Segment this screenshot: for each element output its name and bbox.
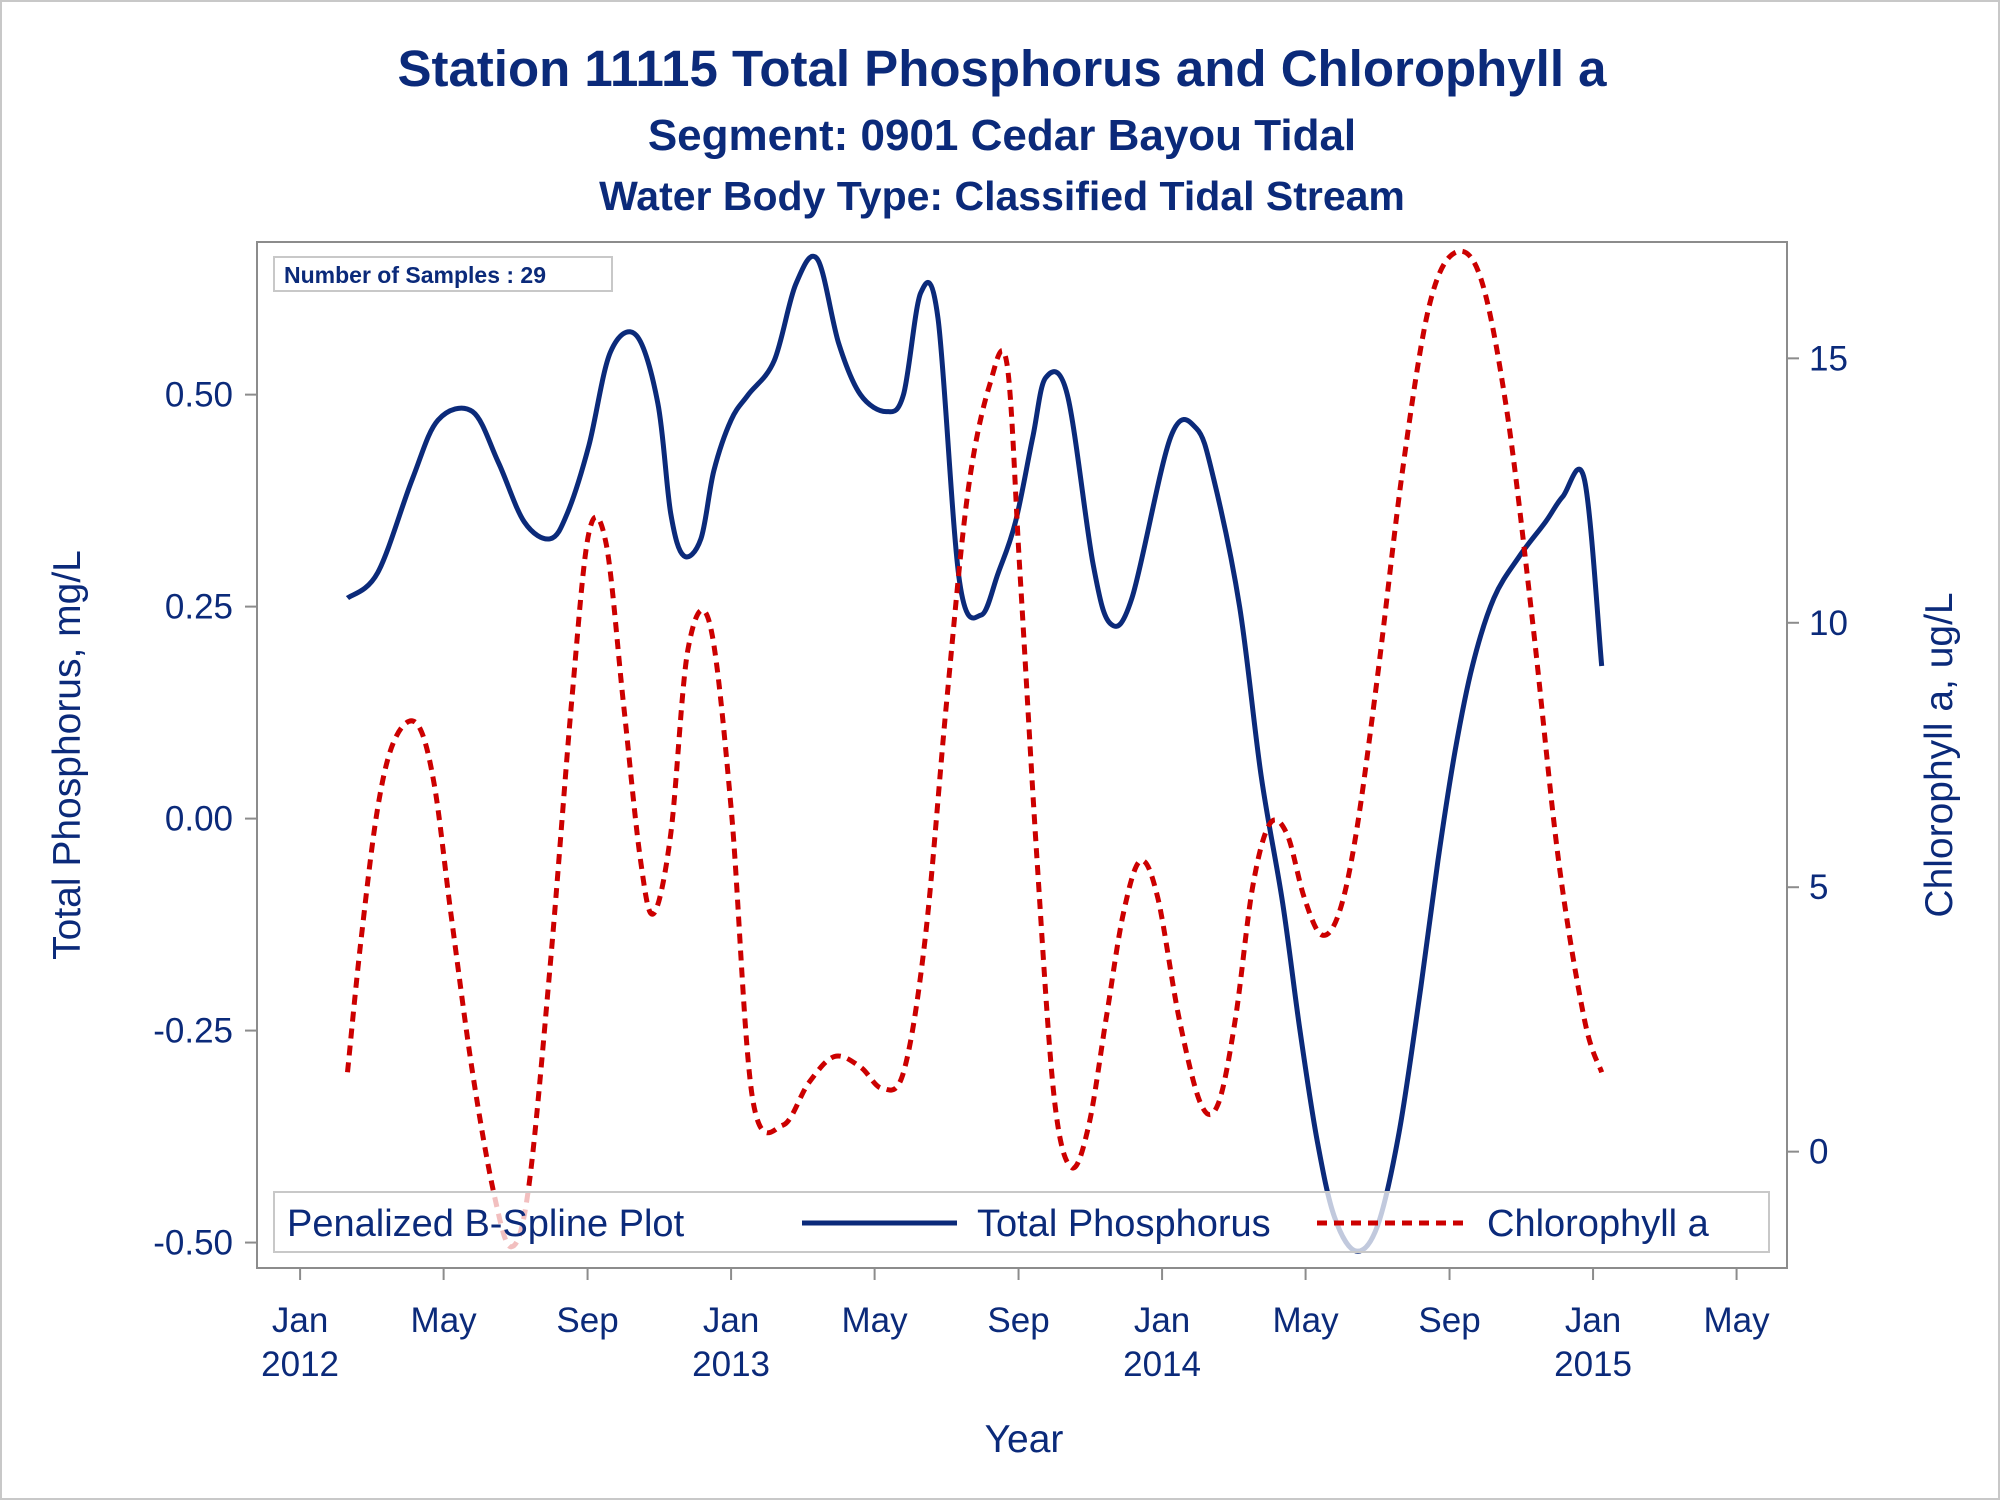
y-axis-right-label: Chlorophyll a, ug/L xyxy=(1918,592,1961,917)
y-axis-left-label: Total Phosphorus, mg/L xyxy=(46,550,89,960)
y-right-tick-label: 5 xyxy=(1809,868,1828,907)
axes: Jan 2012 May Sep Jan 2013 May Sep Jan 2014 May Sep J… xyxy=(153,339,1848,1384)
y-left-tick-label: 0.25 xyxy=(165,588,233,627)
chart-subtitle-2: Water Body Type: Classified Tidal Stream xyxy=(599,173,1405,219)
x-tick-label: May xyxy=(1273,1301,1340,1340)
plot-area xyxy=(256,241,1788,1269)
x-tick-label: Jan xyxy=(1565,1301,1621,1340)
x-tick-label: May xyxy=(842,1301,909,1340)
x-tick-label: May xyxy=(411,1301,478,1340)
legend: Penalized B-Spline Plot Total Phosphorus… xyxy=(273,1191,1770,1253)
x-tick-label: Jan xyxy=(1134,1301,1190,1340)
x-tick-label: Jan xyxy=(272,1301,328,1340)
series-line-chlorophyll-a xyxy=(345,248,1605,1250)
y-left-tick-label: 0.00 xyxy=(165,800,233,839)
y-left-tick-label: -0.25 xyxy=(153,1012,233,1051)
x-tick-year-label: 2012 xyxy=(261,1345,339,1384)
x-tick-label: Sep xyxy=(1418,1301,1480,1340)
x-tick-year-label: 2015 xyxy=(1554,1345,1632,1384)
chart-subtitle: Segment: 0901 Cedar Bayou Tidal xyxy=(648,111,1356,160)
y-right-tick-label: 10 xyxy=(1809,604,1848,643)
legend-title: Penalized B-Spline Plot xyxy=(287,1203,685,1245)
samples-inset-box xyxy=(273,256,613,292)
x-tick-label: May xyxy=(1704,1301,1771,1340)
series-layer xyxy=(345,248,1605,1254)
series-line-total-phosphorus xyxy=(345,253,1605,1254)
legend-label-total-phosphorus: Total Phosphorus xyxy=(977,1203,1271,1245)
x-tick-label: Jan xyxy=(703,1301,759,1340)
legend-label-chlorophyll-a: Chlorophyll a xyxy=(1487,1203,1710,1245)
y-right-tick-label: 0 xyxy=(1809,1133,1828,1172)
chart-title: Station 11115 Total Phosphorus and Chlor… xyxy=(397,40,1607,97)
y-left-tick-label: -0.50 xyxy=(153,1224,233,1263)
x-tick-label: Sep xyxy=(556,1301,618,1340)
y-right-tick-label: 15 xyxy=(1809,339,1848,378)
x-tick-year-label: 2014 xyxy=(1123,1345,1201,1384)
y-left-tick-label: 0.50 xyxy=(165,376,233,415)
x-tick-label: Sep xyxy=(987,1301,1049,1340)
legend-box xyxy=(273,1191,1770,1253)
x-axis-label: Year xyxy=(985,1418,1064,1461)
x-tick-year-label: 2013 xyxy=(692,1345,770,1384)
samples-inset-label: Number of Samples : 29 xyxy=(284,262,546,288)
